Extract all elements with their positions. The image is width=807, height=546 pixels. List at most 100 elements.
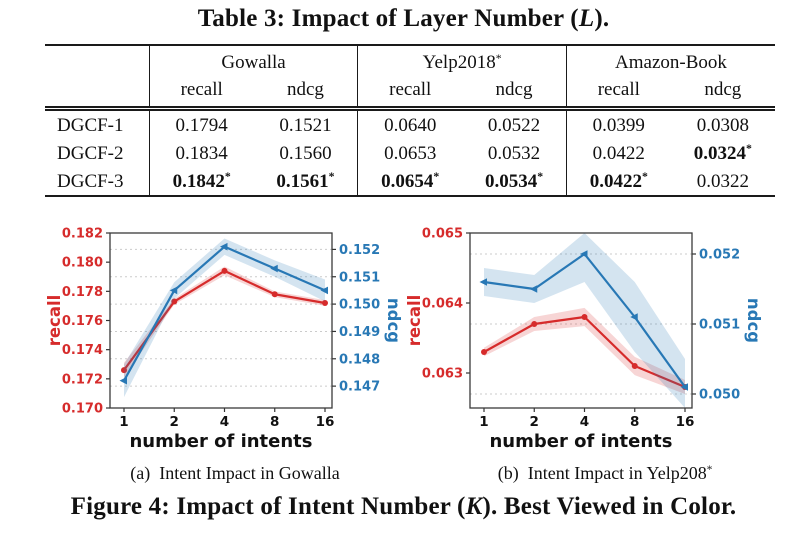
metric-cell: 0.1794: [175, 114, 228, 136]
svg-text:16: 16: [676, 414, 695, 430]
figure-title: Figure 4: Impact of Intent Number (K). B…: [0, 493, 807, 521]
metric-cell: 0.1521: [253, 108, 359, 140]
subcaption-b-label: (b): [497, 463, 519, 483]
svg-text:0.176: 0.176: [62, 314, 103, 329]
table-group-header-row: Gowalla Yelp2018* Amazon-Book: [45, 45, 775, 77]
svg-text:8: 8: [630, 414, 639, 430]
metric-header-recall-4: recall: [566, 76, 671, 112]
metric-header-ndcg-5: ndcg: [670, 76, 775, 112]
svg-text:0.050: 0.050: [699, 388, 740, 403]
plot-border: [469, 232, 693, 409]
significance-star: *: [433, 170, 440, 184]
metric-cell: 0.0522: [462, 108, 567, 140]
metric-cell: 0.0653: [384, 142, 437, 164]
ndcg-markers: [479, 250, 688, 391]
metric-cell: 0.0422: [592, 142, 645, 164]
svg-text:1: 1: [479, 414, 488, 430]
ndcg-confidence-band: [484, 233, 685, 408]
subcaption-a: (a) Intent Impact in Gowalla: [45, 463, 425, 484]
ndcg-markers: [119, 242, 328, 385]
metric-cell: 0.1561*: [253, 167, 359, 197]
svg-text:0.182: 0.182: [62, 227, 103, 242]
recall-series: [481, 307, 688, 394]
svg-text:0.149: 0.149: [339, 325, 380, 340]
metric-cell: 0.0324*: [693, 142, 752, 164]
metric-cell: 0.0640: [384, 114, 437, 136]
significance-star: *: [224, 170, 231, 184]
row-label: DGCF-2: [45, 139, 150, 168]
right-axis-label: ndcg: [384, 298, 403, 343]
chart-gowalla: 0.170 0.172 0.174 0.176 0.178 0.180 0.182 recal…: [45, 227, 403, 453]
metric-header-recall-0: recall: [149, 76, 254, 112]
figure-title-suffix: ). Best Viewed in Color.: [482, 493, 737, 520]
significance-star: *: [328, 170, 335, 184]
right-axis-label: ndcg: [744, 298, 763, 343]
metric-cell: 0.1842*: [172, 170, 231, 192]
left-axis: 0.063 0.064 0.065 recall: [405, 227, 470, 382]
x-axis-label: number of intents: [489, 431, 672, 452]
left-axis-label: recall: [45, 295, 64, 347]
row-label: DGCF-1: [45, 108, 150, 140]
group-header-gowalla: Gowalla: [149, 45, 359, 77]
svg-text:0.052: 0.052: [699, 248, 740, 263]
corner-cell: [45, 76, 150, 112]
svg-text:0.174: 0.174: [62, 343, 103, 358]
metric-cell: 0.0308: [696, 114, 749, 136]
svg-text:0.152: 0.152: [339, 243, 380, 258]
corner-cell: [45, 45, 150, 77]
significance-star: *: [537, 170, 544, 184]
svg-text:4: 4: [220, 414, 229, 430]
metric-cell: 0.0654*: [381, 170, 440, 192]
row-label: DGCF-3: [45, 167, 150, 197]
svg-text:0.150: 0.150: [339, 298, 380, 313]
svg-text:0.148: 0.148: [339, 352, 380, 367]
svg-text:0.065: 0.065: [422, 227, 463, 242]
svg-text:1: 1: [119, 414, 128, 430]
ndcg-series: [479, 233, 688, 408]
left-axis-label: recall: [405, 295, 424, 347]
recall-confidence-band: [484, 307, 685, 394]
metric-cell: 0.0399: [592, 114, 645, 136]
metric-cell: 0.1834: [175, 142, 228, 164]
x-axis-label: number of intents: [129, 431, 312, 452]
metric-cell: 0.0532: [462, 139, 567, 168]
left-axis: 0.170 0.172 0.174 0.176 0.178 0.180 0.182 recal…: [45, 227, 110, 417]
ndcg-series: [119, 238, 328, 398]
svg-text:16: 16: [316, 414, 335, 430]
figure-title-variable: K: [465, 493, 483, 520]
subcaption-a-label: (a): [130, 463, 151, 483]
metric-cell: 0.0322: [696, 170, 749, 192]
metric-cell: 0.0422*: [589, 170, 648, 192]
svg-text:0.180: 0.180: [62, 256, 103, 271]
svg-text:2: 2: [530, 414, 539, 430]
chart-yelp2018: 0.063 0.064 0.065 recall 0.050 0.051 0.052 ndcg…: [405, 227, 763, 453]
significance-star: *: [641, 170, 648, 184]
svg-text:0.064: 0.064: [422, 297, 463, 312]
recall-markers: [121, 267, 328, 374]
metric-header-recall-2: recall: [357, 76, 463, 112]
metric-cell: 0.0534*: [462, 167, 567, 197]
right-axis: 0.147 0.148 0.149 0.150 0.151 0.152 ndcg: [332, 243, 403, 395]
subcaption-b: (b) Intent Impact in Yelp208*: [415, 463, 795, 484]
table-title-variable: L: [578, 5, 595, 32]
svg-text:0.147: 0.147: [339, 380, 380, 395]
svg-text:0.051: 0.051: [699, 318, 740, 333]
results-table: Gowalla Yelp2018* Amazon-Book recall ndcg rec…: [45, 44, 775, 198]
subcaption-b-sup: *: [706, 463, 713, 476]
table-title-prefix: Table 3: Impact of Layer Number (: [197, 5, 579, 32]
ndcg-confidence-band: [124, 238, 325, 398]
table-row-dgcf-2: DGCF-2 0.1834 0.1560 0.0653 0.0532 0.0422 0.03…: [45, 139, 775, 168]
metric-header-ndcg-1: ndcg: [253, 76, 359, 112]
svg-text:0.178: 0.178: [62, 285, 103, 300]
svg-text:0.151: 0.151: [339, 270, 380, 285]
svg-text:8: 8: [270, 414, 279, 430]
metric-header-ndcg-3: ndcg: [462, 76, 567, 112]
table-title-suffix: ).: [594, 5, 610, 32]
metric-cell: 0.1560: [253, 139, 359, 168]
group-header-yelp2018: Yelp2018*: [357, 45, 567, 77]
table-title: Table 3: Impact of Layer Number (L).: [0, 5, 807, 33]
recall-series: [121, 266, 328, 378]
